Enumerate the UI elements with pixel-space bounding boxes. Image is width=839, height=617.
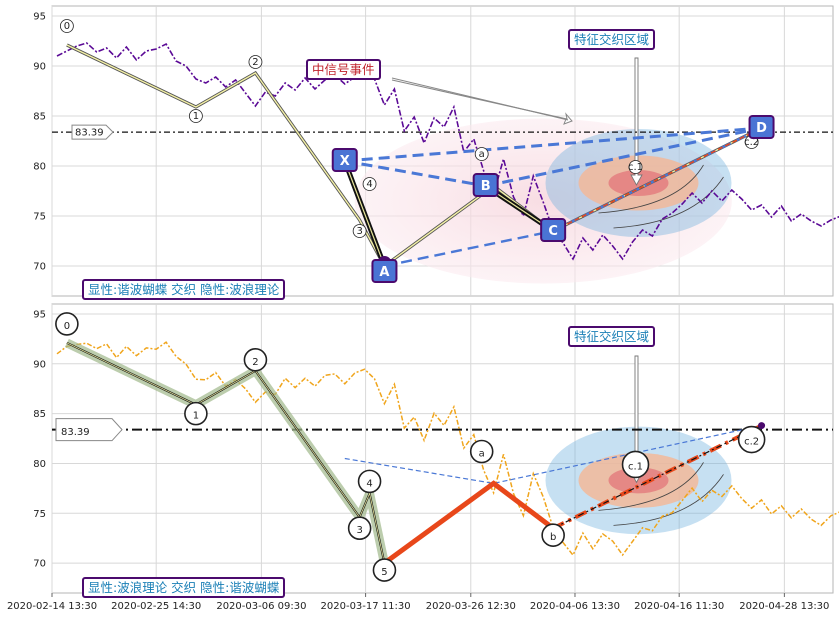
wave-label: a: [479, 448, 485, 459]
y-tick-label: 75: [33, 509, 46, 520]
pattern-connector: [485, 126, 762, 188]
x-tick-label: 2020-04-06 13:30: [530, 601, 620, 612]
x-tick-label: 2020-04-28 13:30: [739, 601, 829, 612]
zone-curve: [598, 462, 704, 511]
threshold-arrow: [55, 418, 123, 442]
threshold-arrow: [71, 124, 114, 140]
projection-guide: [552, 425, 762, 529]
pattern-point-box: [748, 115, 775, 139]
pattern-point-box: [371, 259, 398, 283]
feature-region-label-bottom: 特征交织区域: [568, 326, 656, 347]
corrective-wave: [382, 480, 555, 566]
signal-event-callout: 中信号事件: [306, 59, 381, 80]
x-tick-label: 2020-02-14 13:30: [7, 601, 97, 612]
x-tick-label: 2020-02-25 14:30: [111, 601, 201, 612]
projection-line: [552, 127, 762, 232]
y-tick-label: 70: [33, 559, 46, 570]
wave-label-marker: [474, 147, 489, 161]
pattern-point-box: [540, 218, 567, 242]
wave-label-marker: [541, 523, 565, 548]
feature-zone-core: [608, 467, 669, 494]
y-tick-label: 70: [33, 262, 46, 273]
pattern-point-label: B: [481, 179, 491, 194]
wave-label-marker: [372, 558, 397, 582]
wave-label-marker: [737, 425, 766, 454]
wave-label: b: [550, 532, 556, 543]
wave-label: c.1: [628, 162, 643, 173]
plot-area: [51, 303, 834, 594]
callout-arrow: [391, 79, 573, 125]
threshold-label: 83.39: [75, 128, 104, 139]
wave-label-marker: [352, 224, 367, 238]
wave-label: 3: [356, 226, 362, 237]
threshold-label: 83.39: [61, 427, 90, 438]
wave-label-marker: [248, 55, 263, 69]
pattern-point-box: [472, 173, 499, 197]
wave-label: 0: [64, 21, 70, 32]
wave-label-marker: [188, 109, 203, 123]
pattern-point-label: A: [379, 265, 389, 280]
wave-label-marker: [55, 312, 79, 336]
corrective-projection: [552, 423, 763, 531]
pattern-connector: [384, 229, 554, 268]
pattern-connector: [344, 159, 486, 188]
wave-label: 2: [252, 57, 258, 68]
pattern-point-box: [331, 148, 358, 172]
pattern-point-label: C: [548, 224, 558, 239]
wave-label-marker: [184, 401, 208, 426]
y-tick-label: 95: [33, 309, 46, 320]
zone-curve: [613, 474, 724, 526]
caption-bottom: 显性:波浪理论 交织 隐性:谐波蝴蝶: [82, 577, 286, 598]
wave-label-marker: [59, 19, 74, 33]
pattern-point-label: D: [756, 121, 767, 136]
y-tick-label: 80: [33, 162, 46, 173]
pattern-connector: [344, 126, 762, 163]
pattern-point-label: X: [340, 154, 350, 169]
y-tick-label: 75: [33, 212, 46, 223]
wave-label-marker: [243, 348, 268, 372]
wave-label-marker: [621, 450, 650, 479]
pattern-leg-core: [344, 160, 386, 267]
wave-label-marker: [347, 516, 372, 541]
y-tick-label: 90: [33, 359, 46, 370]
wave-label-marker: [628, 160, 643, 174]
wave-label: 1: [193, 411, 199, 422]
wave-label: 0: [64, 321, 70, 332]
pattern-trace: [344, 425, 762, 485]
y-tick-label: 80: [33, 459, 46, 470]
wave-label: 1: [193, 111, 199, 122]
wave-label: 2: [252, 357, 258, 368]
wave-label: 4: [366, 478, 372, 489]
target-dot: [758, 422, 766, 430]
wave-label: 4: [366, 179, 372, 190]
wave-label: c.2: [744, 437, 759, 448]
wave-label-marker: [357, 469, 382, 494]
y-tick-label: 90: [33, 62, 46, 73]
wave-label-marker: [469, 439, 494, 464]
x-tick-label: 2020-03-17 11:30: [321, 601, 411, 612]
caption-top: 显性:谐波蝴蝶 交织 隐性:波浪理论: [82, 279, 286, 300]
wave-label: c.2: [744, 137, 759, 148]
wave-label-marker: [362, 177, 377, 191]
feature-zone-core: [608, 170, 669, 196]
impulse-wave-core: [66, 342, 385, 564]
wave-label: a: [479, 149, 485, 160]
wave-label: c.1: [628, 461, 643, 472]
wave-label: 5: [381, 567, 387, 578]
y-tick-label: 85: [33, 409, 46, 420]
y-tick-label: 95: [33, 12, 46, 23]
wave-label: 3: [356, 525, 362, 536]
callout-arrow-shaft: [391, 77, 569, 121]
region-pointer-arrow: [630, 57, 643, 186]
zone-curve: [598, 164, 704, 214]
x-tick-label: 2020-03-06 09:30: [216, 601, 306, 612]
zone-curve: [613, 176, 724, 229]
y-tick-label: 85: [33, 112, 46, 123]
x-tick-label: 2020-03-26 12:30: [426, 601, 516, 612]
feature-region-label-top: 特征交织区域: [568, 29, 656, 50]
x-tick-label: 2020-04-16 11:30: [634, 601, 724, 612]
price-series: [56, 341, 839, 557]
